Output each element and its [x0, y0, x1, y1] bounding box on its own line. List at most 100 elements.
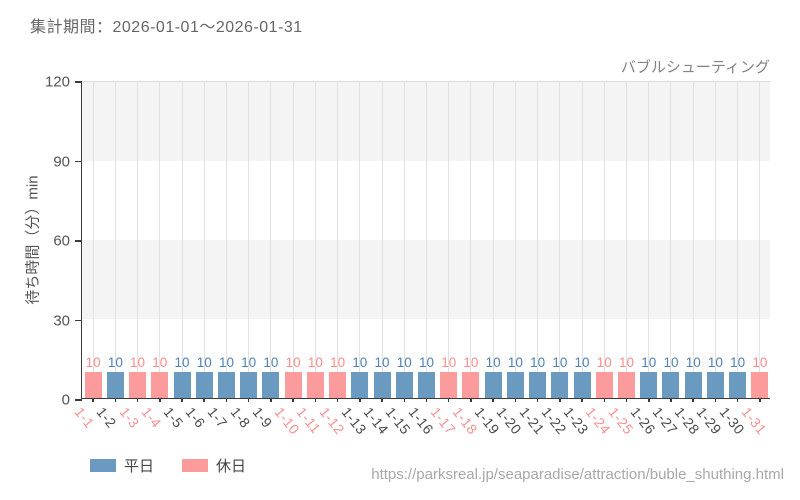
legend-swatch-weekday: [90, 459, 116, 472]
period-label: 集計期間：2026-01-01〜2026-01-31: [30, 19, 303, 36]
bar-value-label: 10: [530, 354, 546, 370]
bar-value-label: 10: [285, 354, 301, 370]
x-tick-mark: [670, 398, 672, 402]
day-gridline: [737, 82, 739, 398]
bar-value-label: 10: [307, 354, 323, 370]
x-tick-label-text: 1-4: [138, 404, 165, 431]
x-tick-mark: [359, 398, 361, 402]
day-gridline: [692, 82, 694, 398]
bar-value-label: 10: [263, 354, 279, 370]
x-tick-mark: [270, 398, 272, 402]
day-gridline: [159, 82, 161, 398]
bar-value-label: 10: [507, 354, 523, 370]
weekday-bar: [418, 371, 435, 398]
x-tick-mark: [536, 398, 539, 402]
weekday-bar: [551, 371, 569, 398]
x-tick-mark: [625, 398, 628, 402]
bar-value-label: 10: [552, 354, 568, 370]
weekday-bar: [217, 371, 235, 398]
x-tick-mark: [581, 398, 583, 402]
legend-item-weekday: 平日: [90, 455, 154, 476]
holiday-bar: [618, 371, 636, 398]
y-tick-label: 120: [44, 73, 70, 91]
day-gridline: [492, 82, 494, 398]
x-tick-mark: [514, 398, 517, 402]
x-tick-mark: [181, 398, 183, 402]
bar-value-label: 10: [330, 354, 346, 370]
day-gridline: [248, 82, 250, 398]
day-gridline: [514, 82, 516, 398]
legend: 平日 休日: [90, 455, 246, 476]
weekday-bar: [529, 371, 547, 398]
bar-value-label: 10: [196, 354, 212, 370]
bar-value-label: 10: [641, 354, 657, 370]
plot-area: 0 30 60 90 120 10 1-1 10 1-2 10 1-3 10 1-4 10 1-5 10 1-6…: [45, 74, 770, 437]
holiday-bar: [284, 371, 302, 398]
x-tick-label-text: 1-5: [160, 404, 187, 431]
bar-value-label: 10: [107, 354, 123, 370]
x-tick-mark: [559, 398, 561, 402]
x-tick-mark: [92, 398, 94, 402]
x-tick-mark: [203, 398, 205, 402]
weekday-bar: [395, 371, 413, 398]
bar-value-label: 10: [218, 354, 234, 370]
day-gridline: [225, 82, 227, 398]
day-gridline: [648, 82, 650, 398]
day-gridline: [448, 82, 450, 398]
source-url: https://parksreal.jp/seaparadise/attract…: [371, 466, 784, 483]
weekday-bar: [262, 371, 280, 398]
day-gridline: [203, 82, 205, 398]
x-tick-label-text: 1-3: [116, 404, 143, 431]
x-tick-label-text: 1-7: [205, 404, 232, 431]
bar-value-label: 10: [619, 354, 635, 370]
x-tick-label-text: 1-15: [382, 404, 415, 438]
x-tick-mark: [381, 398, 383, 402]
bar-value-label: 10: [752, 354, 768, 370]
x-tick-mark: [225, 398, 228, 402]
day-gridline: [337, 82, 339, 398]
weekday-bar: [106, 371, 124, 398]
weekday-bar: [195, 371, 213, 398]
x-tick-mark: [736, 398, 739, 402]
day-gridline: [626, 82, 628, 398]
weekday-bar: [173, 371, 191, 398]
legend-label-weekday: 平日: [124, 458, 155, 475]
x-tick-mark: [114, 398, 117, 402]
day-gridline: [137, 82, 139, 398]
y-tick-mark: [75, 319, 82, 322]
weekday-bar: [706, 371, 724, 398]
x-tick-mark: [759, 398, 761, 402]
x-tick-mark: [425, 398, 428, 402]
bar-value-label: 10: [396, 354, 412, 370]
x-tick-mark: [247, 398, 250, 402]
holiday-bar: [129, 371, 147, 398]
x-tick-mark: [292, 398, 294, 402]
holiday-bar: [329, 371, 347, 398]
attraction-title: バブルシューティング: [620, 59, 770, 76]
day-gridline: [381, 82, 383, 398]
weekday-bar: [573, 371, 591, 398]
holiday-bar: [462, 371, 480, 398]
bar-value-label: 10: [485, 354, 501, 370]
day-gridline: [92, 82, 94, 398]
weekday-bar: [484, 371, 502, 398]
holiday-bar: [151, 371, 169, 398]
y-tick-label: 60: [53, 232, 70, 250]
x-tick-label-text: 1-31: [738, 404, 770, 438]
x-tick-label-text: 1-8: [227, 404, 254, 431]
x-tick-mark: [648, 398, 650, 402]
x-tick-mark: [159, 398, 161, 402]
weekday-bar: [506, 371, 524, 398]
bar-value-label: 10: [130, 354, 146, 370]
holiday-bar: [440, 371, 458, 398]
day-gridline: [714, 82, 716, 398]
day-gridline: [559, 82, 561, 398]
bar-value-label: 10: [596, 354, 612, 370]
bar-value-label: 10: [374, 354, 390, 370]
x-tick-label-text: 1-24: [582, 404, 615, 438]
bar-value-label: 10: [174, 354, 190, 370]
y-tick-label: 90: [53, 153, 70, 170]
x-tick-label-text: 1-11: [293, 404, 325, 437]
weekday-bar: [373, 371, 391, 398]
